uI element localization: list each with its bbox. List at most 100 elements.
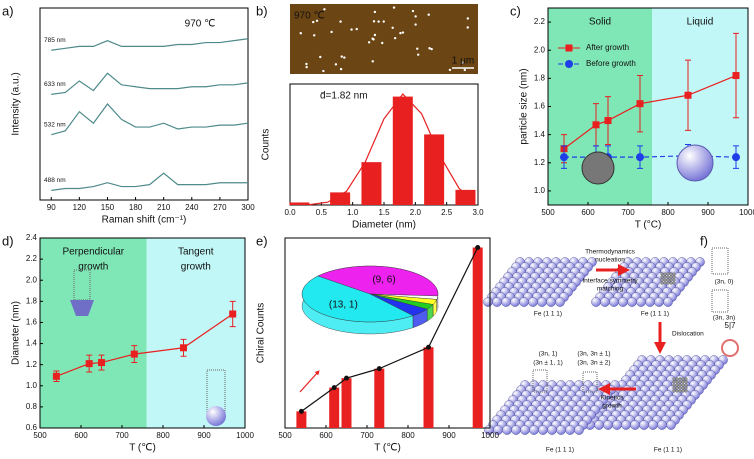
panel-label: d) bbox=[2, 233, 14, 248]
afm-particle bbox=[414, 15, 417, 18]
x-tick-label: 800 bbox=[401, 431, 415, 440]
marker bbox=[180, 344, 187, 352]
bar bbox=[361, 162, 382, 205]
point bbox=[426, 344, 431, 350]
afm-particle bbox=[382, 20, 385, 23]
atom bbox=[483, 297, 493, 307]
carbon bbox=[669, 275, 673, 279]
panel-label: e) bbox=[256, 233, 268, 248]
atom bbox=[636, 297, 646, 307]
carbon bbox=[660, 281, 664, 285]
x-axis-label: T (°C) bbox=[635, 220, 662, 231]
carbon bbox=[663, 272, 667, 276]
atom bbox=[538, 425, 548, 435]
afm-particle bbox=[339, 67, 343, 71]
x-tick-label: 900 bbox=[701, 208, 715, 217]
afm-particle bbox=[343, 56, 346, 59]
carbon bbox=[669, 278, 673, 282]
atom bbox=[556, 425, 566, 435]
carbon bbox=[681, 383, 685, 387]
carbon bbox=[672, 377, 676, 381]
x-tick-label: 0.0 bbox=[284, 208, 296, 217]
carbon bbox=[666, 278, 670, 282]
afm-particle bbox=[411, 9, 415, 13]
pie-slice bbox=[301, 275, 414, 323]
y-axis-label: Diameter (nm) bbox=[11, 301, 22, 365]
step-label: Dislocation bbox=[672, 331, 704, 338]
y-tick-label: 1.4 bbox=[26, 339, 38, 348]
step-label: matching bbox=[597, 286, 624, 293]
atom bbox=[627, 297, 637, 307]
x-tick-label: 180 bbox=[129, 203, 143, 212]
atom bbox=[574, 425, 584, 435]
afm-particle bbox=[463, 68, 466, 72]
x-tick-label: 90 bbox=[47, 203, 56, 212]
marker bbox=[130, 350, 138, 358]
region-label: growth bbox=[181, 262, 211, 273]
y-axis-label: Counts bbox=[261, 129, 272, 161]
carbon bbox=[663, 275, 667, 279]
x-tick-label: 800 bbox=[156, 431, 170, 440]
plot-frame bbox=[284, 237, 491, 429]
carbon bbox=[666, 272, 670, 276]
particle-icon bbox=[581, 151, 615, 185]
x-tick-label: 2.5 bbox=[441, 208, 453, 217]
x-tick-label: 500 bbox=[33, 431, 47, 440]
region-label: Liquid bbox=[687, 17, 714, 28]
afm-particle bbox=[371, 60, 374, 63]
pie-label: (13, 1) bbox=[329, 299, 358, 310]
afm-particle bbox=[392, 6, 396, 9]
carbon bbox=[678, 377, 682, 381]
carbon bbox=[684, 380, 688, 384]
afm-particle bbox=[340, 55, 343, 58]
atom bbox=[666, 420, 676, 430]
carbon bbox=[660, 278, 664, 282]
series-line bbox=[56, 313, 234, 377]
afm-particle bbox=[417, 53, 420, 56]
x-tick-label: 700 bbox=[360, 431, 374, 440]
afm-particle bbox=[466, 26, 469, 29]
atom bbox=[537, 297, 547, 307]
image-annotation: 970 ℃ bbox=[294, 11, 325, 22]
carbon bbox=[684, 383, 688, 387]
afm-particle bbox=[399, 31, 402, 35]
x-tick-label: 800 bbox=[661, 208, 675, 217]
afm-particle bbox=[461, 61, 464, 64]
legend-label: Before growth bbox=[586, 59, 636, 68]
marker bbox=[85, 360, 93, 368]
x-axis-label: Raman shift (cm⁻¹) bbox=[102, 215, 187, 226]
atom bbox=[528, 297, 538, 307]
afm-particle bbox=[391, 26, 394, 30]
x-tick-label: 600 bbox=[319, 431, 333, 440]
step-label: nucleation bbox=[595, 257, 625, 264]
carbon bbox=[678, 380, 682, 384]
bar bbox=[329, 387, 340, 428]
bar bbox=[423, 347, 434, 428]
panel-label: b) bbox=[256, 3, 268, 18]
atom bbox=[603, 420, 613, 430]
y-axis-label: Chiral Counts bbox=[256, 303, 267, 364]
atom bbox=[648, 420, 658, 430]
x-axis-label: Diameter (nm) bbox=[352, 220, 416, 231]
y-tick-label: 0.8 bbox=[26, 402, 38, 411]
marker bbox=[560, 153, 568, 162]
atom bbox=[594, 420, 604, 430]
carbon bbox=[672, 389, 676, 393]
carbon bbox=[678, 389, 682, 393]
x-tick-label: 1000 bbox=[739, 208, 754, 217]
atom bbox=[565, 425, 575, 435]
x-tick-label: 300 bbox=[241, 203, 255, 212]
bar bbox=[455, 189, 476, 205]
carbon bbox=[675, 389, 679, 393]
panel-label: c) bbox=[510, 3, 521, 18]
afm-particle bbox=[466, 17, 470, 20]
point bbox=[475, 245, 481, 250]
connect-line bbox=[301, 247, 479, 412]
bar bbox=[374, 368, 385, 428]
afm-particle bbox=[373, 33, 377, 37]
legend-marker bbox=[565, 44, 573, 52]
series-line bbox=[51, 38, 249, 51]
atom bbox=[591, 297, 601, 307]
point bbox=[331, 385, 337, 391]
scale-bar-label: 1 μm bbox=[452, 56, 474, 67]
